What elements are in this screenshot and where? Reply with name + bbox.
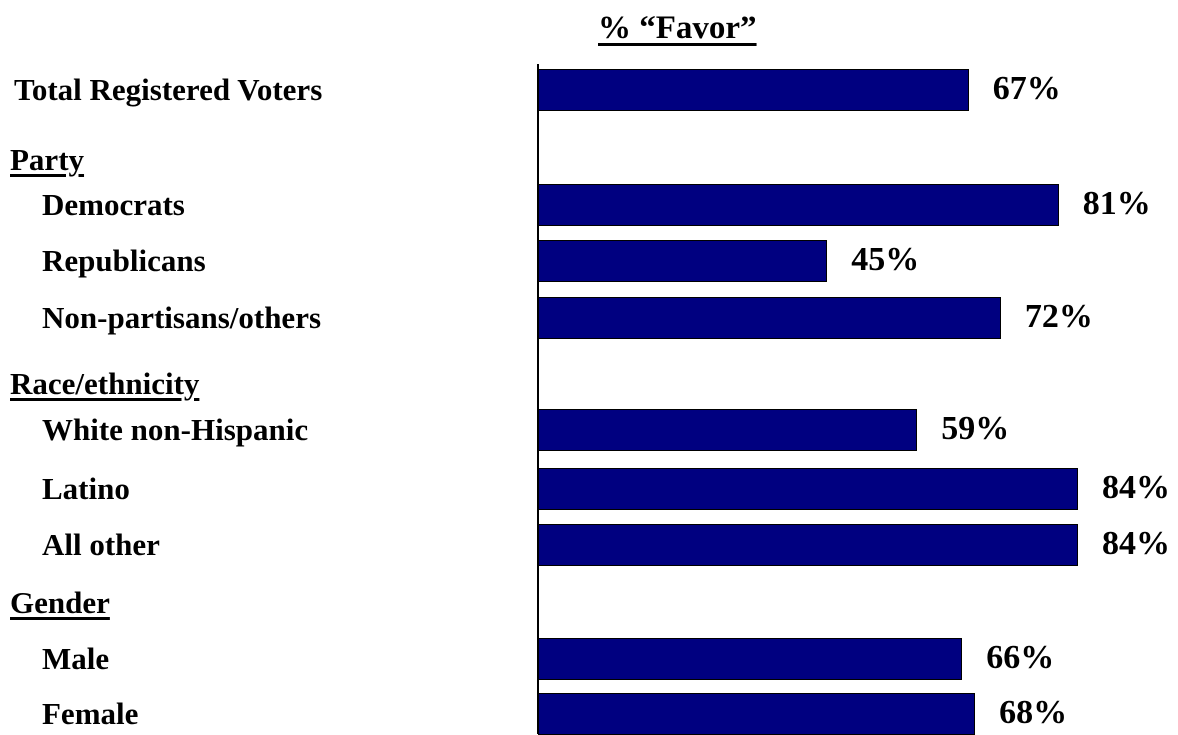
bar bbox=[538, 693, 976, 735]
category-label: All other bbox=[42, 527, 160, 562]
value-label: 81% bbox=[1082, 185, 1151, 222]
chart-title: % “Favor” bbox=[598, 10, 757, 46]
value-label: 66% bbox=[986, 639, 1055, 676]
bar bbox=[538, 240, 828, 282]
value-label: 72% bbox=[1024, 298, 1093, 335]
value-label: 45% bbox=[851, 241, 920, 278]
category-label: Republicans bbox=[42, 243, 206, 278]
category-label: Total Registered Voters bbox=[14, 72, 323, 107]
section-label: Party bbox=[10, 142, 85, 177]
bar bbox=[538, 524, 1078, 566]
category-label: Male bbox=[42, 641, 110, 676]
value-label: 84% bbox=[1102, 525, 1170, 562]
section-label: Gender bbox=[10, 585, 110, 620]
bar bbox=[538, 297, 1001, 339]
bar bbox=[538, 409, 918, 451]
value-label: 59% bbox=[941, 410, 1010, 447]
category-label: Female bbox=[42, 696, 139, 731]
bar bbox=[538, 468, 1078, 510]
value-label: 68% bbox=[999, 694, 1068, 731]
value-label: 67% bbox=[992, 70, 1061, 107]
value-label: 84% bbox=[1102, 469, 1170, 506]
bar bbox=[538, 184, 1059, 226]
category-label: White non-Hispanic bbox=[42, 412, 309, 447]
category-axis-line bbox=[537, 64, 539, 734]
section-label: Race/ethnicity bbox=[10, 366, 200, 401]
bar bbox=[538, 638, 963, 680]
category-label: Latino bbox=[42, 471, 130, 506]
category-label: Democrats bbox=[42, 187, 185, 222]
category-label: Non-partisans/others bbox=[42, 300, 322, 335]
bar bbox=[538, 69, 969, 111]
